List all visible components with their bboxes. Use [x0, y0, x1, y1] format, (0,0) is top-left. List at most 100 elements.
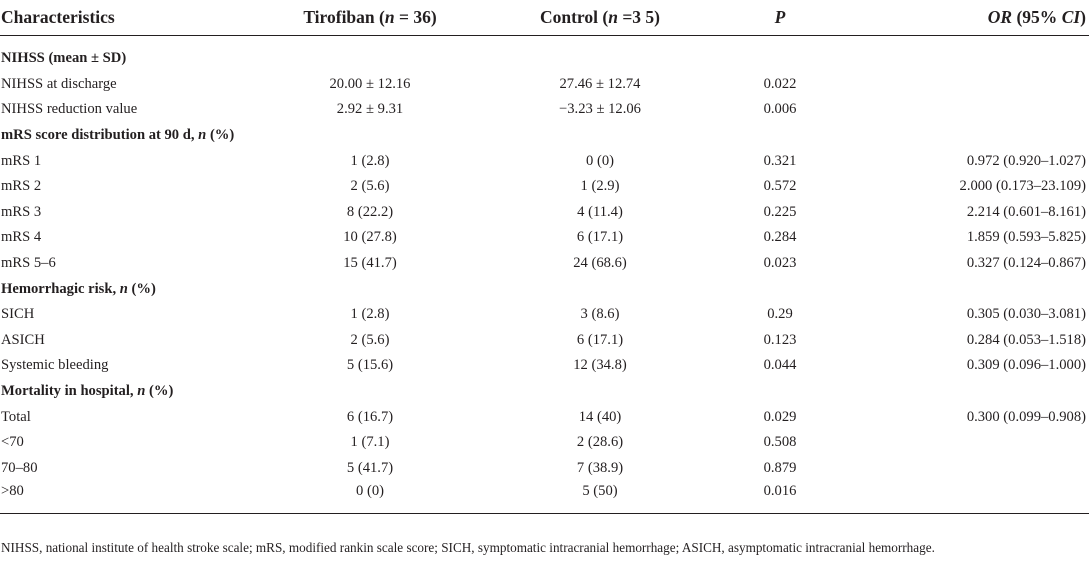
row-label: mRS 2	[1, 178, 42, 195]
row-label: >80	[0, 481, 250, 515]
table-row: <70 1 (7.1) 2 (28.6) 0.508	[0, 430, 1089, 456]
table-row: 70–80 5 (41.7) 7 (38.9) 0.879	[0, 456, 1089, 482]
section-row-mrs: mRS score distribution at 90 d, n (%)	[0, 123, 1089, 149]
or-value	[850, 456, 1089, 482]
p-value: 0.29	[767, 306, 793, 323]
tirofiban-value: 20.00 ± 12.16	[329, 75, 411, 92]
or-value: 0.309 (0.096–1.000)	[966, 357, 1086, 374]
section-label: NIHSS (mean ± SD)	[1, 50, 127, 67]
row-label: Total	[1, 408, 31, 425]
control-value: 27.46 ± 12.74	[559, 75, 641, 92]
p-value: 0.006	[763, 101, 797, 118]
section-label: mRS score distribution at 90 d, n (%)	[1, 127, 235, 144]
or-value	[850, 97, 1089, 123]
header-characteristics: Characteristics	[0, 0, 250, 36]
or-value: 2.000 (0.173–23.109)	[959, 178, 1086, 195]
row-label: ASICH	[1, 331, 45, 348]
tirofiban-value: 2 (5.6)	[350, 331, 390, 348]
tirofiban-value: 6 (16.7)	[346, 408, 394, 425]
control-value: −3.23 ± 12.06	[559, 101, 641, 118]
section-row-mortality: Mortality in hospital, n (%)	[0, 379, 1089, 405]
section-row-nihss: NIHSS (mean ± SD)	[0, 46, 1089, 72]
table-row: ASICH 2 (5.6) 6 (17.1) 0.123 0.284 (0.053–1.…	[0, 328, 1089, 354]
table-row: NIHSS reduction value 2.92 ± 9.31 −3.23 ± …	[0, 97, 1089, 123]
control-value: 5 (50)	[490, 481, 710, 515]
or-value: 0.972 (0.920–1.027)	[966, 152, 1086, 169]
row-label: NIHSS reduction value	[1, 101, 138, 118]
row-label: mRS 5–6	[1, 255, 56, 272]
table-row: Total 6 (16.7) 14 (40) 0.029 0.300 (0.099–0.…	[0, 404, 1089, 430]
p-value: 0.016	[710, 481, 850, 515]
p-value: 0.321	[763, 152, 797, 169]
table-row: >80 0 (0) 5 (50) 0.016	[0, 481, 1089, 515]
table-row: mRS 2 2 (5.6) 1 (2.9) 0.572 2.000 (0.173–23.…	[0, 174, 1089, 200]
or-value: 0.300 (0.099–0.908)	[966, 408, 1086, 425]
table-row: NIHSS at discharge 20.00 ± 12.16 27.46 ± 1…	[0, 72, 1089, 98]
or-value	[850, 72, 1089, 98]
control-value: 3 (8.6)	[580, 306, 620, 323]
p-value: 0.023	[763, 255, 797, 272]
tirofiban-value: 1 (2.8)	[350, 306, 390, 323]
control-value: 0 (0)	[586, 152, 614, 169]
p-value: 0.123	[763, 331, 797, 348]
tirofiban-value: 2.92 ± 9.31	[336, 101, 404, 118]
or-value: 0.284 (0.053–1.518)	[966, 331, 1086, 348]
p-value: 0.044	[763, 357, 797, 374]
row-label: mRS 1	[1, 152, 42, 169]
header-row: Characteristics Tirofiban (n = 36) Contr…	[0, 0, 1089, 36]
header-p: P	[710, 0, 850, 36]
p-value: 0.029	[763, 408, 797, 425]
row-label: SICH	[1, 306, 35, 323]
table-row: mRS 3 8 (22.2) 4 (11.4) 0.225 2.214 (0.601–8…	[0, 200, 1089, 226]
header-control: Control (n =3 5)	[490, 0, 710, 36]
table-row: mRS 5–6 15 (41.7) 24 (68.6) 0.023 0.327 (0.1…	[0, 251, 1089, 277]
table-footnote: NIHSS, national institute of health stro…	[1, 540, 935, 555]
results-table: Characteristics Tirofiban (n = 36) Contr…	[0, 0, 1089, 515]
tirofiban-value: 2 (5.6)	[350, 178, 390, 195]
tirofiban-value: 15 (41.7)	[343, 255, 397, 272]
row-label: NIHSS at discharge	[1, 75, 117, 92]
p-value: 0.225	[763, 203, 797, 220]
p-value: 0.879	[763, 459, 797, 476]
row-label: Systemic bleeding	[1, 357, 109, 374]
table-row: Systemic bleeding 5 (15.6) 12 (34.8) 0.044 0…	[0, 353, 1089, 379]
tirofiban-value: 8 (22.2)	[346, 203, 394, 220]
spacer-row	[0, 36, 1089, 47]
control-value: 1 (2.9)	[580, 178, 620, 195]
p-value: 0.572	[763, 178, 797, 195]
control-value: 2 (28.6)	[576, 434, 624, 451]
row-label: mRS 3	[1, 203, 42, 220]
p-value: 0.022	[763, 75, 797, 92]
or-value	[850, 481, 1089, 515]
control-value: 4 (11.4)	[577, 203, 623, 220]
section-label: Hemorrhagic risk, n (%)	[1, 280, 156, 297]
tirofiban-value: 1 (7.1)	[350, 434, 390, 451]
tirofiban-value: 10 (27.8)	[343, 229, 397, 246]
or-value: 1.859 (0.593–5.825)	[966, 229, 1086, 246]
tirofiban-value: 0 (0)	[250, 481, 490, 515]
row-label: mRS 4	[1, 229, 42, 246]
control-value: 12 (34.8)	[573, 357, 627, 374]
control-value: 6 (17.1)	[576, 229, 624, 246]
control-value: 7 (38.9)	[576, 459, 624, 476]
table-row: mRS 4 10 (27.8) 6 (17.1) 0.284 1.859 (0.593–…	[0, 225, 1089, 251]
tirofiban-value: 5 (15.6)	[346, 357, 394, 374]
p-value: 0.508	[763, 434, 797, 451]
row-label: <70	[1, 434, 24, 451]
or-value: 0.305 (0.030–3.081)	[966, 306, 1086, 323]
section-label: Mortality in hospital, n (%)	[1, 383, 174, 400]
control-value: 14 (40)	[578, 408, 622, 425]
control-value: 6 (17.1)	[576, 331, 624, 348]
header-or: OR (95% CI)	[850, 0, 1089, 36]
or-value: 0.327 (0.124–0.867)	[966, 255, 1086, 272]
header-tirofiban: Tirofiban (n = 36)	[250, 0, 490, 36]
or-value	[850, 430, 1089, 456]
table-row: mRS 1 1 (2.8) 0 (0) 0.321 0.972 (0.920–1.027…	[0, 148, 1089, 174]
tirofiban-value: 1 (2.8)	[350, 152, 390, 169]
tirofiban-value: 5 (41.7)	[346, 459, 394, 476]
control-value: 24 (68.6)	[573, 255, 627, 272]
or-value: 2.214 (0.601–8.161)	[966, 203, 1086, 220]
row-label: 70–80	[1, 459, 38, 476]
section-row-hemorrhagic: Hemorrhagic risk, n (%)	[0, 276, 1089, 302]
